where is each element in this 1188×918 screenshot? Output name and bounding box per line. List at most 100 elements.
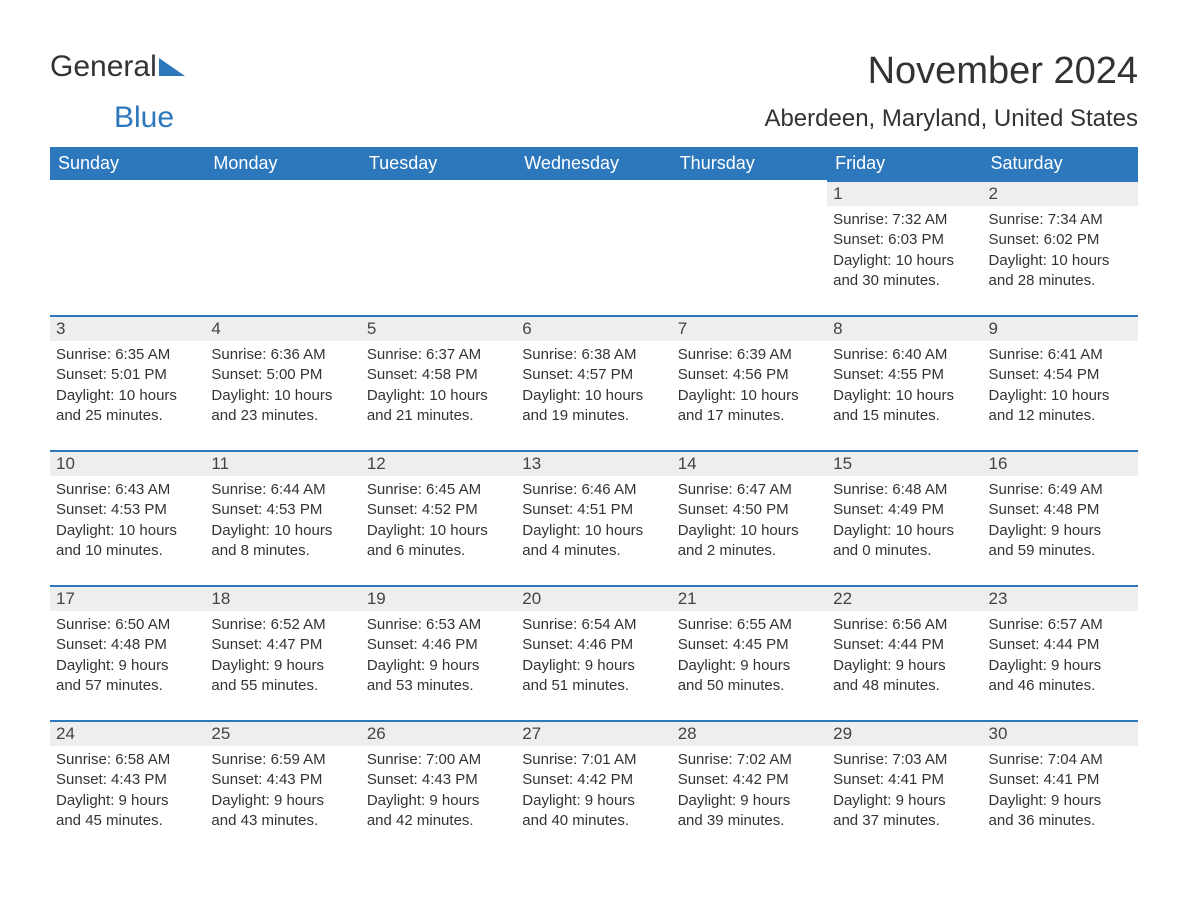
day-details: Sunrise: 6:43 AMSunset: 4:53 PMDaylight:…	[50, 476, 205, 565]
day-sunrise: Sunrise: 6:54 AM	[522, 615, 665, 635]
day-details: Sunrise: 6:56 AMSunset: 4:44 PMDaylight:…	[827, 611, 982, 700]
day-sunrise: Sunrise: 6:53 AM	[367, 615, 510, 635]
day-number: 5	[361, 315, 516, 341]
day-sunrise: Sunrise: 7:32 AM	[833, 210, 976, 230]
day-wrapper: 11Sunrise: 6:44 AMSunset: 4:53 PMDayligh…	[205, 450, 360, 565]
day-wrapper: 8Sunrise: 6:40 AMSunset: 4:55 PMDaylight…	[827, 315, 982, 430]
day-number: 19	[361, 585, 516, 611]
day-sunset: Sunset: 6:02 PM	[989, 230, 1132, 250]
calendar-day-cell: 4Sunrise: 6:36 AMSunset: 5:00 PMDaylight…	[205, 315, 360, 450]
day-sunset: Sunset: 6:03 PM	[833, 230, 976, 250]
day-number: 8	[827, 315, 982, 341]
day-sunset: Sunset: 4:55 PM	[833, 365, 976, 385]
day-wrapper: 2Sunrise: 7:34 AMSunset: 6:02 PMDaylight…	[983, 180, 1138, 295]
calendar-day-cell: 6Sunrise: 6:38 AMSunset: 4:57 PMDaylight…	[516, 315, 671, 450]
day-daylight1: Daylight: 10 hours	[211, 386, 354, 406]
calendar-day-cell: 22Sunrise: 6:56 AMSunset: 4:44 PMDayligh…	[827, 585, 982, 720]
day-daylight2: and 19 minutes.	[522, 406, 665, 426]
day-number: 4	[205, 315, 360, 341]
day-sunrise: Sunrise: 7:34 AM	[989, 210, 1132, 230]
day-daylight2: and 40 minutes.	[522, 811, 665, 831]
day-wrapper: 17Sunrise: 6:50 AMSunset: 4:48 PMDayligh…	[50, 585, 205, 700]
day-sunset: Sunset: 4:53 PM	[56, 500, 199, 520]
day-details: Sunrise: 6:52 AMSunset: 4:47 PMDaylight:…	[205, 611, 360, 700]
day-daylight2: and 37 minutes.	[833, 811, 976, 831]
day-daylight1: Daylight: 9 hours	[678, 791, 821, 811]
day-daylight2: and 59 minutes.	[989, 541, 1132, 561]
day-wrapper: 30Sunrise: 7:04 AMSunset: 4:41 PMDayligh…	[983, 720, 1138, 835]
calendar-week-row: 3Sunrise: 6:35 AMSunset: 5:01 PMDaylight…	[50, 315, 1138, 450]
day-wrapper: 23Sunrise: 6:57 AMSunset: 4:44 PMDayligh…	[983, 585, 1138, 700]
day-wrapper: 29Sunrise: 7:03 AMSunset: 4:41 PMDayligh…	[827, 720, 982, 835]
day-sunset: Sunset: 4:41 PM	[989, 770, 1132, 790]
column-header: Monday	[205, 147, 360, 180]
day-daylight1: Daylight: 10 hours	[678, 386, 821, 406]
day-sunset: Sunset: 4:41 PM	[833, 770, 976, 790]
day-number: 25	[205, 720, 360, 746]
day-sunrise: Sunrise: 6:56 AM	[833, 615, 976, 635]
day-daylight2: and 39 minutes.	[678, 811, 821, 831]
day-daylight2: and 23 minutes.	[211, 406, 354, 426]
day-sunrise: Sunrise: 7:00 AM	[367, 750, 510, 770]
day-daylight1: Daylight: 10 hours	[56, 521, 199, 541]
day-details: Sunrise: 6:48 AMSunset: 4:49 PMDaylight:…	[827, 476, 982, 565]
day-number: 13	[516, 450, 671, 476]
day-sunrise: Sunrise: 6:40 AM	[833, 345, 976, 365]
calendar-table: SundayMondayTuesdayWednesdayThursdayFrid…	[50, 147, 1138, 855]
day-sunset: Sunset: 4:43 PM	[211, 770, 354, 790]
day-details: Sunrise: 6:50 AMSunset: 4:48 PMDaylight:…	[50, 611, 205, 700]
column-header: Friday	[827, 147, 982, 180]
day-daylight2: and 8 minutes.	[211, 541, 354, 561]
day-sunrise: Sunrise: 6:48 AM	[833, 480, 976, 500]
day-daylight2: and 36 minutes.	[989, 811, 1132, 831]
calendar-day-cell: 24Sunrise: 6:58 AMSunset: 4:43 PMDayligh…	[50, 720, 205, 855]
day-sunset: Sunset: 4:51 PM	[522, 500, 665, 520]
day-details: Sunrise: 7:34 AMSunset: 6:02 PMDaylight:…	[983, 206, 1138, 295]
day-details: Sunrise: 6:38 AMSunset: 4:57 PMDaylight:…	[516, 341, 671, 430]
day-details: Sunrise: 6:37 AMSunset: 4:58 PMDaylight:…	[361, 341, 516, 430]
day-sunset: Sunset: 4:43 PM	[367, 770, 510, 790]
day-wrapper: 16Sunrise: 6:49 AMSunset: 4:48 PMDayligh…	[983, 450, 1138, 565]
day-number: 3	[50, 315, 205, 341]
day-daylight1: Daylight: 9 hours	[522, 791, 665, 811]
day-daylight2: and 42 minutes.	[367, 811, 510, 831]
day-daylight1: Daylight: 10 hours	[833, 251, 976, 271]
logo-text-blue: Blue	[114, 101, 174, 134]
day-sunset: Sunset: 4:49 PM	[833, 500, 976, 520]
calendar-day-cell: 8Sunrise: 6:40 AMSunset: 4:55 PMDaylight…	[827, 315, 982, 450]
day-daylight1: Daylight: 10 hours	[989, 386, 1132, 406]
day-details: Sunrise: 6:59 AMSunset: 4:43 PMDaylight:…	[205, 746, 360, 835]
day-details: Sunrise: 6:35 AMSunset: 5:01 PMDaylight:…	[50, 341, 205, 430]
logo-triangle-icon	[159, 58, 185, 76]
day-sunset: Sunset: 4:44 PM	[833, 635, 976, 655]
day-sunset: Sunset: 4:46 PM	[522, 635, 665, 655]
calendar-day-cell	[516, 180, 671, 315]
day-number: 26	[361, 720, 516, 746]
day-wrapper: 20Sunrise: 6:54 AMSunset: 4:46 PMDayligh…	[516, 585, 671, 700]
day-sunset: Sunset: 4:50 PM	[678, 500, 821, 520]
day-sunset: Sunset: 4:45 PM	[678, 635, 821, 655]
day-daylight2: and 51 minutes.	[522, 676, 665, 696]
calendar-week-row: 24Sunrise: 6:58 AMSunset: 4:43 PMDayligh…	[50, 720, 1138, 855]
day-details: Sunrise: 6:55 AMSunset: 4:45 PMDaylight:…	[672, 611, 827, 700]
day-sunrise: Sunrise: 7:03 AM	[833, 750, 976, 770]
day-daylight2: and 25 minutes.	[56, 406, 199, 426]
day-daylight1: Daylight: 9 hours	[211, 656, 354, 676]
day-details: Sunrise: 6:46 AMSunset: 4:51 PMDaylight:…	[516, 476, 671, 565]
day-sunrise: Sunrise: 6:46 AM	[522, 480, 665, 500]
day-sunrise: Sunrise: 6:41 AM	[989, 345, 1132, 365]
day-daylight2: and 10 minutes.	[56, 541, 199, 561]
day-sunrise: Sunrise: 6:38 AM	[522, 345, 665, 365]
day-daylight1: Daylight: 9 hours	[989, 521, 1132, 541]
day-number: 12	[361, 450, 516, 476]
day-daylight2: and 55 minutes.	[211, 676, 354, 696]
day-daylight2: and 43 minutes.	[211, 811, 354, 831]
day-details: Sunrise: 6:49 AMSunset: 4:48 PMDaylight:…	[983, 476, 1138, 565]
day-sunset: Sunset: 4:48 PM	[56, 635, 199, 655]
day-wrapper: 21Sunrise: 6:55 AMSunset: 4:45 PMDayligh…	[672, 585, 827, 700]
day-number: 22	[827, 585, 982, 611]
calendar-day-cell	[205, 180, 360, 315]
day-details: Sunrise: 6:47 AMSunset: 4:50 PMDaylight:…	[672, 476, 827, 565]
day-number: 23	[983, 585, 1138, 611]
calendar-day-cell: 10Sunrise: 6:43 AMSunset: 4:53 PMDayligh…	[50, 450, 205, 585]
